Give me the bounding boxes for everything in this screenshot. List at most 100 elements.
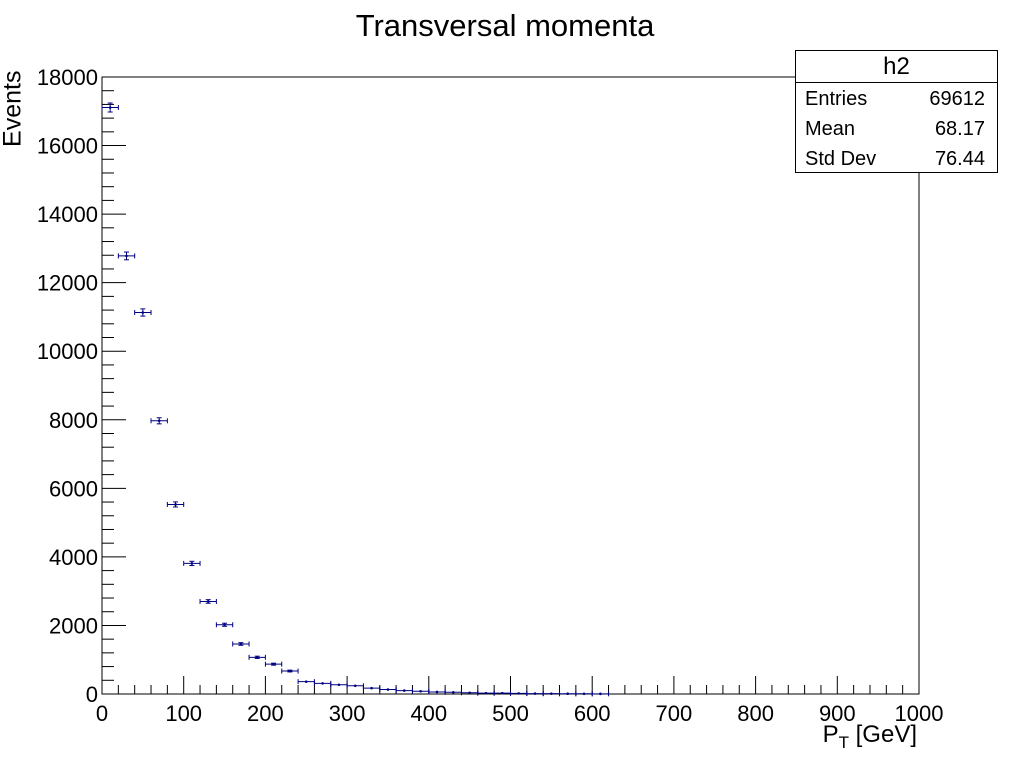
chart-title: Transversal momenta: [355, 8, 655, 43]
marker: [501, 691, 504, 695]
data-point: [395, 688, 413, 694]
data-point: [134, 308, 152, 317]
data-point: [297, 679, 315, 685]
x-tick-label: 900: [819, 701, 856, 726]
x-tick-label: 1000: [895, 701, 944, 726]
marker: [141, 311, 145, 314]
marker: [125, 254, 128, 258]
x-tick-label: 700: [656, 701, 693, 726]
marker: [599, 692, 602, 696]
y-tick-label: 10000: [37, 339, 98, 364]
marker: [272, 662, 275, 666]
stats-label: Std Dev: [805, 148, 877, 170]
y-tick-label: 16000: [37, 134, 98, 159]
x-tick-label: 300: [329, 701, 366, 726]
data-point: [526, 691, 544, 697]
x-tick-label: 800: [737, 701, 774, 726]
marker: [452, 690, 455, 694]
x-axis-label-sub: T: [838, 732, 849, 752]
x-tick-label: 200: [247, 701, 284, 726]
marker: [255, 656, 259, 659]
marker: [468, 691, 471, 695]
data-point: [346, 683, 364, 689]
stats-row-stddev: Std Dev 76.44: [805, 144, 985, 174]
data-point: [575, 691, 593, 697]
marker: [190, 562, 194, 565]
data-point: [591, 691, 610, 697]
data-point: [477, 690, 495, 696]
data-point: [460, 690, 479, 696]
marker: [304, 680, 308, 683]
data-point: [183, 560, 201, 567]
data-point: [379, 687, 397, 693]
data-point: [117, 251, 136, 261]
marker: [566, 692, 569, 696]
marker: [108, 106, 112, 109]
data-point: [330, 682, 348, 688]
data-point: [166, 501, 185, 508]
y-tick-label: 2000: [49, 613, 98, 638]
x-tick-label: 100: [165, 701, 202, 726]
x-axis-label: PT [GeV]: [823, 721, 917, 753]
marker: [206, 600, 210, 603]
data-point: [215, 622, 234, 628]
x-tick-label: 400: [410, 701, 447, 726]
x-tick-label: 600: [574, 701, 611, 726]
data-point: [199, 598, 217, 604]
marker: [484, 691, 488, 695]
marker: [174, 503, 177, 506]
data-point: [362, 685, 381, 691]
x-tick-label: 500: [492, 701, 529, 726]
data-point: [493, 690, 511, 696]
stats-box-title: h2: [796, 51, 997, 83]
y-axis-label: Events: [0, 70, 27, 147]
y-tick-label: 12000: [37, 271, 98, 296]
marker: [370, 686, 373, 690]
x-axis-label-main: P: [822, 721, 839, 748]
stats-value: 68.17: [934, 118, 985, 140]
stats-label: Entries: [805, 88, 868, 110]
stats-row-mean: Mean 68.17: [805, 114, 985, 144]
data-point: [411, 688, 430, 694]
data-point: [313, 680, 332, 686]
data-point: [559, 691, 577, 697]
marker: [223, 623, 226, 627]
y-tick-label: 8000: [49, 408, 98, 433]
stats-box: h2 Entries 69612 Mean 68.17 Std Dev 76.4…: [795, 50, 998, 173]
y-tick-label: 6000: [49, 476, 98, 501]
marker: [550, 692, 553, 695]
marker: [337, 683, 341, 687]
data-point: [510, 690, 528, 696]
data-point: [150, 417, 168, 425]
data-point: [101, 102, 119, 113]
data-point: [281, 668, 299, 674]
marker: [386, 688, 390, 691]
y-tick-label: 18000: [37, 65, 98, 90]
y-tick-label: 0: [86, 682, 98, 707]
data-point: [264, 661, 283, 667]
stats-label: Mean: [805, 118, 856, 140]
marker: [517, 692, 520, 695]
stats-value: 69612: [929, 88, 985, 110]
marker: [402, 689, 406, 692]
stats-value: 76.44: [934, 148, 985, 170]
data-point: [232, 641, 250, 647]
stats-row-entries: Entries 69612: [805, 84, 985, 114]
marker: [582, 692, 586, 696]
marker: [353, 684, 357, 688]
marker: [321, 682, 324, 685]
tick-labels: 0 100 200 300 400 500 600 700 800 900 100002000400…: [37, 65, 944, 726]
data-point: [248, 654, 266, 660]
data-points: [101, 102, 610, 697]
x-tick-label: 0: [96, 701, 108, 726]
y-tick-label: 4000: [49, 545, 98, 570]
marker: [533, 692, 537, 695]
marker: [239, 642, 243, 646]
marker: [288, 669, 292, 673]
data-point: [542, 691, 561, 697]
marker: [419, 689, 422, 693]
x-axis-label-unit: [GeV]: [848, 721, 917, 748]
marker: [435, 690, 439, 694]
marker: [157, 419, 161, 423]
